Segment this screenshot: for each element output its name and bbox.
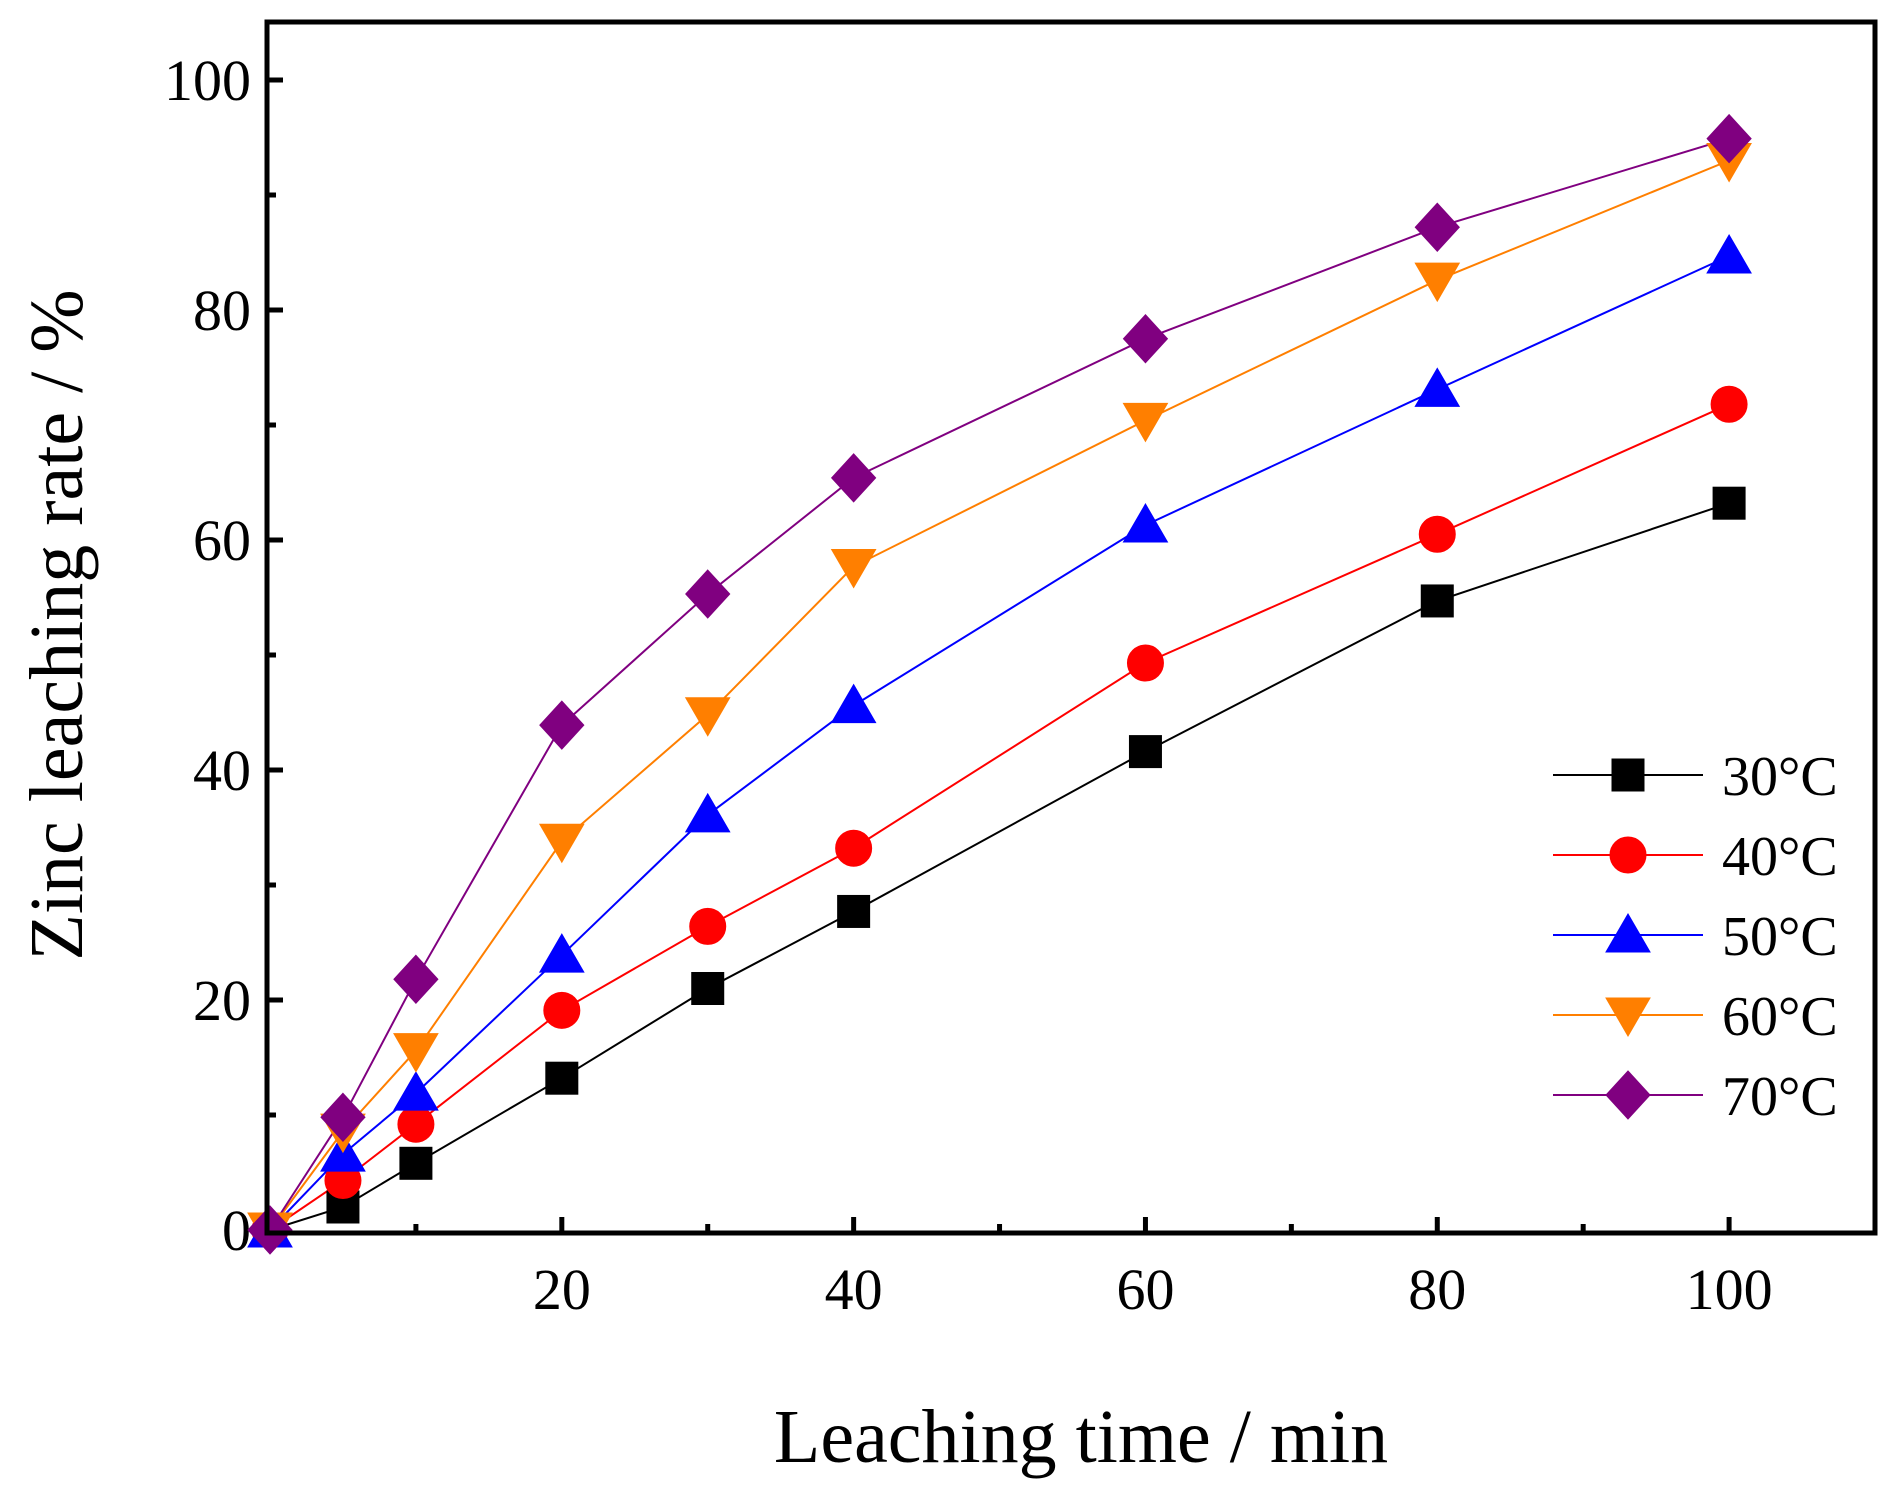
data-point-triangle-down xyxy=(538,823,585,864)
data-point-triangle-down xyxy=(1414,262,1461,303)
data-point-diamond xyxy=(320,1092,366,1143)
data-point-square xyxy=(1420,584,1454,618)
y-tick-label: 40 xyxy=(193,738,251,803)
data-point-square xyxy=(1611,758,1645,792)
data-point-triangle-down xyxy=(393,1033,439,1073)
data-point-circle xyxy=(397,1105,435,1143)
data-point-circle xyxy=(1609,836,1647,874)
data-point-triangle-up xyxy=(393,1071,439,1111)
data-point-circle xyxy=(1126,644,1164,682)
data-point-triangle-up xyxy=(830,683,877,724)
x-tick-label: 40 xyxy=(825,1257,883,1322)
legend-label: 70°C xyxy=(1722,1066,1838,1128)
data-point-diamond xyxy=(685,569,731,619)
data-point-square xyxy=(1712,486,1746,520)
y-tick-label: 100 xyxy=(164,48,251,113)
y-tick-label: 0 xyxy=(222,1198,251,1263)
data-point-triangle-up xyxy=(684,792,731,833)
data-point-square xyxy=(837,894,871,928)
data-point-square xyxy=(399,1146,433,1180)
data-point-circle xyxy=(689,907,727,945)
data-point-triangle-up xyxy=(1706,233,1752,274)
data-point-diamond xyxy=(1605,1070,1651,1120)
y-axis-title: Zinc leaching rate / % xyxy=(15,289,99,960)
data-point-circle xyxy=(1418,515,1456,553)
y-tick-label: 80 xyxy=(193,278,251,343)
data-point-diamond xyxy=(247,1205,293,1255)
x-tick-label: 80 xyxy=(1408,1257,1466,1322)
axis-ticks: 0 20 40 60 80 100 20 40 60 80 100 xyxy=(164,48,1773,1322)
data-point-circle xyxy=(543,991,581,1029)
data-point-triangle-up xyxy=(1122,503,1169,543)
data-point-diamond xyxy=(539,700,585,750)
legend-item: 70°C xyxy=(1553,1066,1838,1128)
legend-item: 40°C xyxy=(1553,826,1838,888)
x-axis-title: Leaching time / min xyxy=(774,1395,1388,1479)
legend-item: 60°C xyxy=(1553,986,1838,1048)
data-point-circle xyxy=(1710,385,1748,423)
data-point-square xyxy=(1128,735,1162,769)
plot-frame xyxy=(264,19,1878,1236)
data-point-diamond xyxy=(1414,202,1460,252)
data-point-diamond xyxy=(1706,113,1752,164)
data-point-circle xyxy=(835,829,873,867)
y-tick-label: 20 xyxy=(193,968,251,1033)
data-point-triangle-up xyxy=(1414,367,1461,407)
legend-label: 50°C xyxy=(1722,906,1838,968)
data-point-diamond xyxy=(393,954,439,1005)
legend-label: 60°C xyxy=(1722,986,1838,1048)
data-point-triangle-down xyxy=(684,697,731,737)
x-tick-label: 20 xyxy=(533,1257,591,1322)
data-point-diamond xyxy=(830,453,877,503)
data-point-square xyxy=(691,972,725,1005)
legend: 30°C 40°C 50°C 60°C 70°C xyxy=(1553,746,1838,1128)
data-point-diamond xyxy=(1122,314,1169,364)
legend-label: 40°C xyxy=(1722,826,1838,888)
data-point-triangle-down xyxy=(1122,402,1169,443)
data-point-triangle-up xyxy=(1605,913,1651,953)
legend-item: 50°C xyxy=(1553,906,1838,968)
x-tick-label: 60 xyxy=(1116,1257,1174,1322)
legend-item: 30°C xyxy=(1553,746,1838,808)
data-point-triangle-down xyxy=(830,548,877,589)
x-tick-label: 100 xyxy=(1686,1257,1773,1322)
data-point-square xyxy=(545,1061,579,1095)
data-point-triangle-up xyxy=(538,933,585,973)
series-markers xyxy=(247,113,1752,1255)
legend-label: 30°C xyxy=(1722,746,1838,808)
data-point-triangle-down xyxy=(1605,997,1651,1037)
y-tick-label: 60 xyxy=(193,508,251,573)
